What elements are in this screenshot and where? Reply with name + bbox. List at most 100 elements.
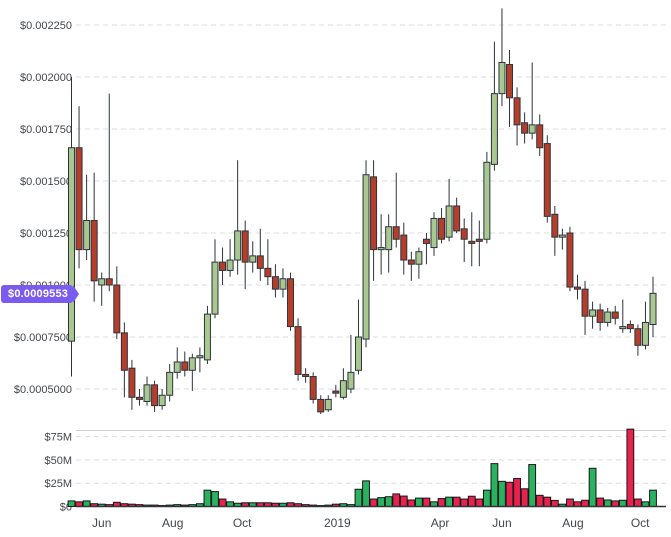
candle-body[interactable] <box>226 259 234 271</box>
volume-bar[interactable] <box>384 496 393 507</box>
candle-body[interactable] <box>453 205 461 232</box>
candle-body[interactable] <box>158 394 166 407</box>
candle-body[interactable] <box>173 361 181 373</box>
candle-body[interactable] <box>105 278 113 286</box>
candle-body[interactable] <box>596 309 604 323</box>
volume-bar[interactable] <box>392 493 401 507</box>
volume-bar[interactable] <box>634 498 642 508</box>
candle-body[interactable] <box>589 309 597 317</box>
candle-body[interactable] <box>566 232 574 288</box>
volume-bar[interactable] <box>475 498 484 508</box>
candle-body[interactable] <box>641 321 649 346</box>
volume-bar[interactable] <box>505 481 514 508</box>
volume-bar[interactable] <box>543 496 552 507</box>
candle-body[interactable] <box>151 384 159 407</box>
candle-body[interactable] <box>188 357 196 371</box>
candle-body[interactable] <box>649 292 657 326</box>
candle-body[interactable] <box>392 226 400 240</box>
volume-bar[interactable] <box>528 464 537 507</box>
candle-body[interactable] <box>203 313 211 361</box>
candle-body[interactable] <box>302 373 310 378</box>
candle-body[interactable] <box>249 255 257 263</box>
candle-body[interactable] <box>543 143 551 217</box>
candle-body[interactable] <box>294 326 302 375</box>
candle-body[interactable] <box>604 311 612 323</box>
volume-bar[interactable] <box>407 499 416 508</box>
volume-bar[interactable] <box>626 428 635 508</box>
volume-bar[interactable] <box>588 467 597 507</box>
candle-body[interactable] <box>475 238 483 242</box>
candle-body[interactable] <box>120 332 128 371</box>
volume-bar[interactable] <box>649 489 657 508</box>
candle-body[interactable] <box>166 371 174 396</box>
volume-bar[interactable] <box>452 496 461 507</box>
volume-bar[interactable] <box>354 488 363 507</box>
candle-body[interactable] <box>528 124 536 134</box>
candle-body[interactable] <box>90 220 98 282</box>
candle-body[interactable] <box>400 234 408 261</box>
candle-body[interactable] <box>98 278 106 286</box>
candle-body[interactable] <box>279 278 287 290</box>
volume-bar[interactable] <box>369 498 378 508</box>
volume-bar[interactable] <box>520 488 529 507</box>
candle-body[interactable] <box>573 286 581 290</box>
candle-body[interactable] <box>354 336 362 371</box>
candle-body[interactable] <box>377 247 385 251</box>
candle-body[interactable] <box>68 147 75 342</box>
volume-bar[interactable] <box>211 491 219 508</box>
candle-body[interactable] <box>445 205 453 238</box>
candle-body[interactable] <box>219 261 227 271</box>
candle-body[interactable] <box>619 326 627 330</box>
volume-bar[interactable] <box>513 478 521 508</box>
volume-bar[interactable] <box>414 497 423 507</box>
candle-body[interactable] <box>196 355 204 359</box>
candle-body[interactable] <box>113 284 121 334</box>
candle-body[interactable] <box>317 398 325 413</box>
volume-bar[interactable] <box>482 489 491 508</box>
volume-bar[interactable] <box>437 498 446 508</box>
volume-bar[interactable] <box>67 500 76 507</box>
candle-body[interactable] <box>422 238 430 244</box>
volume-bar[interactable] <box>535 494 544 508</box>
candle-body[interactable] <box>362 174 370 340</box>
candle-body[interactable] <box>332 390 340 394</box>
volume-bar[interactable] <box>490 463 499 507</box>
candle-body[interactable] <box>324 398 332 411</box>
candle-body[interactable] <box>143 384 151 402</box>
candle-body[interactable] <box>626 324 634 330</box>
volume-bar[interactable] <box>445 496 454 507</box>
volume-bar[interactable] <box>362 480 370 507</box>
candle-body[interactable] <box>241 230 249 263</box>
volume-bar[interactable] <box>498 480 506 507</box>
volume-bar[interactable] <box>377 497 386 507</box>
candle-body[interactable] <box>256 255 264 269</box>
volume-bar[interactable] <box>611 500 620 507</box>
candle-body[interactable] <box>415 251 423 265</box>
candle-body[interactable] <box>460 228 468 240</box>
volume-bar[interactable] <box>82 500 91 507</box>
volume-bar[interactable] <box>566 498 574 508</box>
candle-body[interactable] <box>498 61 506 95</box>
candle-body[interactable] <box>536 124 544 149</box>
candle-body[interactable] <box>506 64 514 99</box>
candle-body[interactable] <box>430 217 438 249</box>
candle-body[interactable] <box>309 376 317 400</box>
candle-body[interactable] <box>135 396 143 400</box>
candle-body[interactable] <box>611 311 619 319</box>
candle-body[interactable] <box>75 147 83 251</box>
candle-body[interactable] <box>468 240 476 244</box>
volume-bar[interactable] <box>467 495 476 507</box>
candle-body[interactable] <box>370 176 378 251</box>
candle-body[interactable] <box>407 259 415 265</box>
volume-bar[interactable] <box>581 499 589 508</box>
candle-body[interactable] <box>438 217 446 240</box>
candle-body[interactable] <box>128 367 136 398</box>
candle-body[interactable] <box>581 288 589 317</box>
candle-body[interactable] <box>211 261 219 315</box>
candle-body[interactable] <box>287 278 295 328</box>
candle-body[interactable] <box>83 220 91 251</box>
candle-body[interactable] <box>234 230 242 261</box>
volume-bar[interactable] <box>460 498 469 508</box>
